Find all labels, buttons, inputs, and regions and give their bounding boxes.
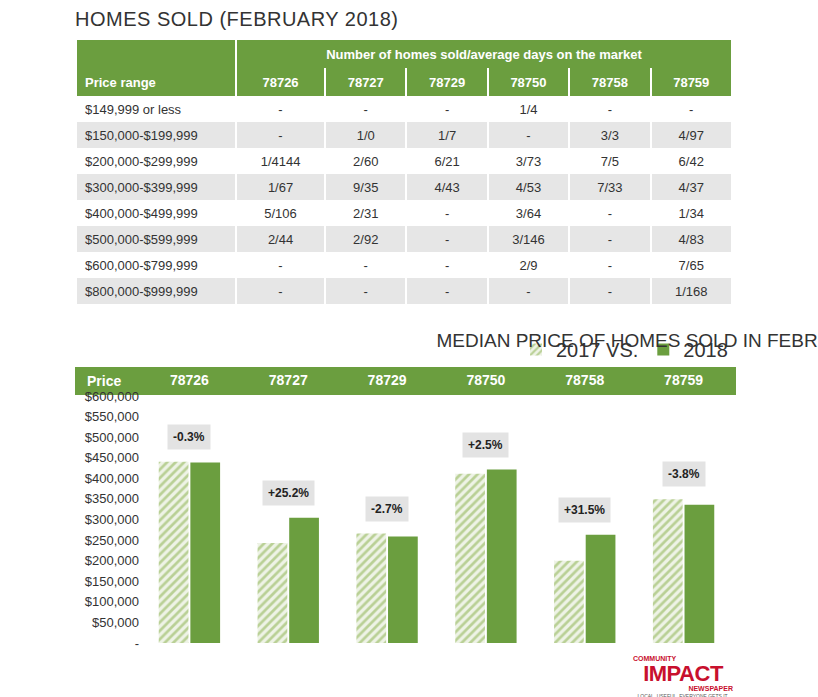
html-text:NEWSPAPER: NEWSPAPER [688,685,733,692]
html-text:$200,000-$299,999: $200,000-$299,999 [85,153,198,169]
html-text:Price range: Price range [85,74,156,90]
svg-text:$450,000: $450,000 [85,450,139,465]
html-text:1/168: 1/168 [675,283,708,299]
html-text:$150,000-$199,999: $150,000-$199,999 [85,127,198,143]
html-text:$149,999 or less: $149,999 or less [85,101,182,117]
html-text:4/53: 4/53 [515,179,542,195]
svg-text:Price: Price [87,373,121,389]
svg-text:+31.5%: +31.5% [564,503,605,517]
html-text:4/43: 4/43 [434,179,460,195]
svg-text:$250,000: $250,000 [85,533,139,548]
svg-text:$600,000: $600,000 [85,389,139,404]
html-text:Number of homes sold/average d: Number of homes sold/average days on the… [326,46,642,62]
html-text:78729: 78729 [429,74,466,90]
html-text:1/7: 1/7 [438,127,457,143]
html-text:9/35: 9/35 [353,179,379,195]
html-text:78758: 78758 [591,74,628,90]
html-text:HOMES SOLD (FEBRUARY 2018): HOMES SOLD (FEBRUARY 2018) [75,8,399,30]
html-text:$400,000-$499,999: $400,000-$499,999 [85,205,198,221]
svg-text:78750: 78750 [466,372,505,388]
svg-text:$200,000: $200,000 [85,553,139,568]
html-text:3/3: 3/3 [600,127,619,143]
html-text:4/83: 4/83 [678,231,704,247]
html-text:4/97: 4/97 [678,127,704,143]
svg-text:$400,000: $400,000 [85,471,139,486]
html-text:7/65: 7/65 [678,257,704,273]
html-text:$600,000-$799,999: $600,000-$799,999 [85,257,198,273]
html-text:$500,000-$599,999: $500,000-$599,999 [85,231,198,247]
html-text:7/33: 7/33 [597,179,623,195]
svg-text:$100,000: $100,000 [85,594,139,609]
svg-text:-: - [135,636,139,651]
svg-text:78758: 78758 [565,372,604,388]
svg-text:-3.8%: -3.8% [668,467,700,481]
html-text:7/5: 7/5 [600,153,619,169]
html-text:2/92: 2/92 [353,231,379,247]
html-text:78759: 78759 [673,74,710,90]
html-text:2/60: 2/60 [353,153,379,169]
html-text:78726: 78726 [262,74,299,90]
svg-text:$50,000: $50,000 [92,615,139,630]
svg-text:+25.2%: +25.2% [268,486,309,500]
html-text:$300,000-$399,999: $300,000-$399,999 [85,179,198,195]
svg-text:2018: 2018 [683,339,728,361]
svg-text:2017 VS.: 2017 VS. [556,339,638,361]
html-text:COMMUNITY: COMMUNITY [633,655,677,662]
html-text:2/44: 2/44 [267,231,294,247]
svg-text:+2.5%: +2.5% [468,438,503,452]
html-text:6/42: 6/42 [678,153,704,169]
html-text:3/146: 3/146 [512,231,545,247]
svg-text:78727: 78727 [269,372,308,388]
html-text:1/0: 1/0 [356,127,375,143]
html-text:2/31: 2/31 [353,205,379,221]
svg-text:$500,000: $500,000 [85,430,139,445]
html-text:5/106: 5/106 [264,205,297,221]
svg-text:$300,000: $300,000 [85,512,139,527]
html-text:$800,000-$999,999: $800,000-$999,999 [85,283,198,299]
html-text:3/73: 3/73 [515,153,542,169]
html-text:1/34: 1/34 [678,205,704,221]
html-text:6/21: 6/21 [434,153,460,169]
html-text:78727: 78727 [347,74,384,90]
svg-text:78726: 78726 [170,372,209,388]
svg-text:MEDIAN PRICE OF HOMES SOLD IN: MEDIAN PRICE OF HOMES SOLD IN FEBRUARY [437,330,818,351]
svg-text:$150,000: $150,000 [85,574,139,589]
html-text:4/37: 4/37 [678,179,704,195]
svg-text:$550,000: $550,000 [85,409,139,424]
html-text:IMPACT: IMPACT [643,661,723,686]
svg-text:-2.7%: -2.7% [371,502,403,516]
svg-text:$350,000: $350,000 [85,491,139,506]
svg-text:78759: 78759 [664,372,703,388]
html-text:78750: 78750 [510,74,547,90]
svg-text:78729: 78729 [368,372,407,388]
html-text:1/67: 1/67 [267,179,294,195]
svg-text:-0.3%: -0.3% [173,430,205,444]
html-text:3/64: 3/64 [515,205,542,221]
html-text:1/4144: 1/4144 [260,153,301,169]
html-text:1/4: 1/4 [519,101,538,117]
html-text:2/9: 2/9 [519,257,538,273]
